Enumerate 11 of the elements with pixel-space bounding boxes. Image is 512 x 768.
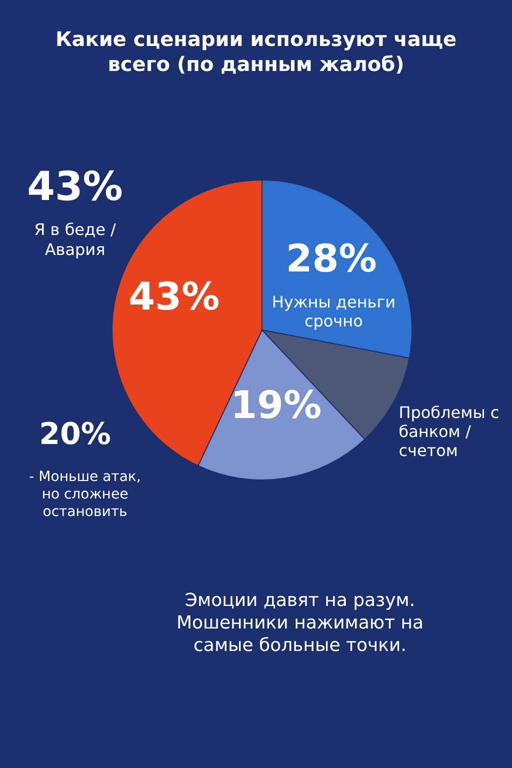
text: 20%	[39, 417, 111, 452]
slice-label: Нужны деньги срочно	[272, 292, 396, 331]
slice-label: Проблемы с банком / счетом	[398, 403, 500, 460]
text: Я в беде / Авария	[34, 220, 117, 259]
data-label: 28%	[286, 236, 377, 281]
text: 43%	[27, 164, 123, 210]
data-label: 19%	[230, 382, 322, 427]
chart-title: Какие сценарии используют чаще всего (по данным жалоб)	[55, 27, 457, 76]
text: Эмоции давят на разум. Мошенники нажимают на самые больные точки.	[176, 590, 424, 656]
text: - Моньше атак, но сложнее остановить	[29, 469, 141, 520]
data-label: 43%	[128, 274, 220, 318]
